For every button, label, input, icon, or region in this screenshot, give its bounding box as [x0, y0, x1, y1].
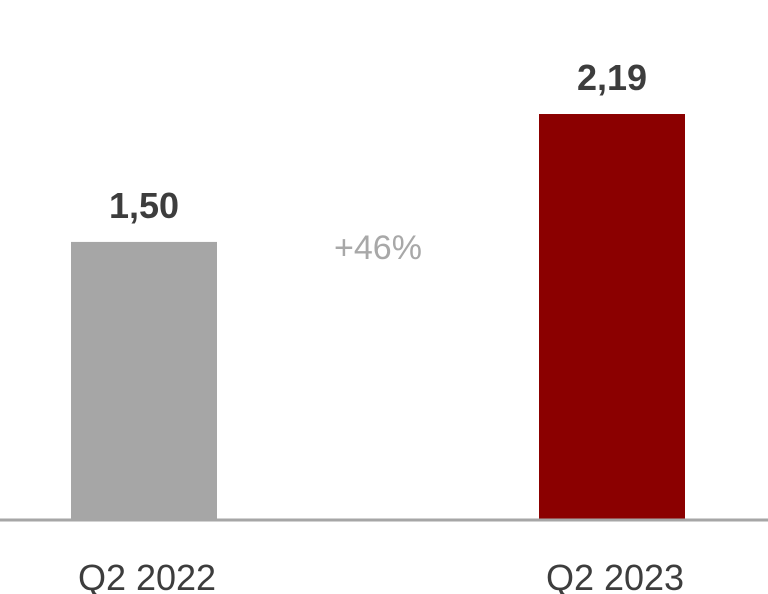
category-label: Q2 2022	[78, 557, 216, 594]
bar-q2-2022	[71, 241, 217, 520]
category-label: Q2 2023	[546, 557, 684, 594]
value-label: 2,19	[577, 57, 647, 98]
value-labels-group: 1,50 2,19	[109, 57, 647, 226]
bar-q2-2023	[539, 114, 685, 520]
bars-group	[71, 114, 685, 520]
value-label: 1,50	[109, 185, 179, 226]
category-labels-group: Q2 2022 Q2 2023	[78, 557, 684, 594]
change-annotation: +46%	[334, 229, 422, 267]
